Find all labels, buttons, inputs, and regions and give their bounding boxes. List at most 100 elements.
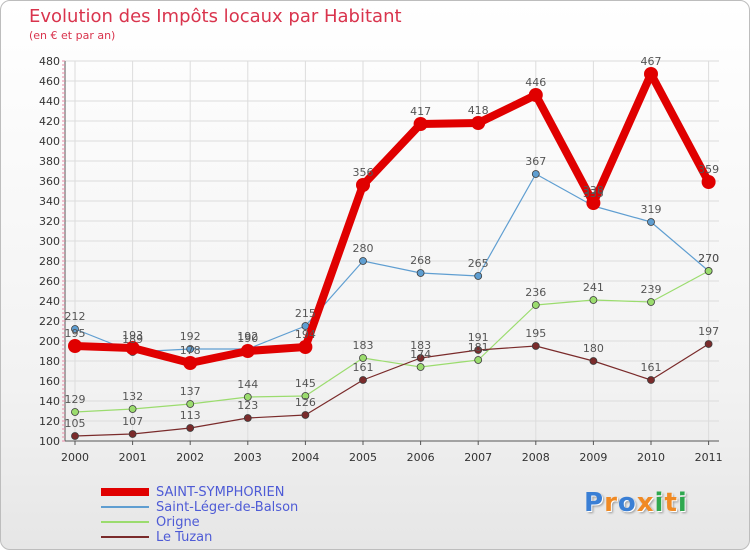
data-point <box>704 340 713 348</box>
data-point <box>183 356 198 370</box>
logo-letter: t <box>664 488 678 518</box>
y-tick-label: 340 <box>39 195 60 208</box>
y-tick-label: 160 <box>39 375 60 388</box>
y-tick-label: 240 <box>39 295 60 308</box>
data-label: 113 <box>180 409 201 422</box>
data-point <box>416 363 425 371</box>
y-tick-label: 280 <box>39 255 60 268</box>
data-label: 280 <box>353 242 374 255</box>
legend-label: Origne <box>156 515 200 530</box>
data-label: 107 <box>122 415 143 428</box>
series-line <box>74 343 710 437</box>
data-label: 195 <box>525 327 546 340</box>
x-tick-label: 2007 <box>464 451 492 464</box>
data-point <box>240 344 255 358</box>
data-label: 181 <box>468 341 489 354</box>
data-label: 338 <box>583 184 604 197</box>
proxiti-logo: Proxiti <box>584 488 688 518</box>
y-tick-label: 100 <box>39 435 60 448</box>
data-label: 197 <box>698 325 719 338</box>
data-label: 236 <box>525 286 546 299</box>
x-tick-label: 2006 <box>407 451 435 464</box>
data-label: 241 <box>583 281 604 294</box>
series-line <box>74 270 710 413</box>
data-point <box>186 400 195 408</box>
data-point <box>647 376 655 384</box>
data-point <box>359 354 367 362</box>
data-label: 239 <box>641 283 662 296</box>
x-tick-label: 2004 <box>291 451 319 464</box>
data-label: 367 <box>525 155 546 168</box>
data-point <box>701 175 716 189</box>
series-line <box>74 173 710 353</box>
x-tick-label: 2001 <box>119 451 147 464</box>
data-point <box>528 88 543 102</box>
x-tick-label: 2008 <box>522 451 550 464</box>
data-point <box>531 301 540 309</box>
data-label: 129 <box>65 393 86 406</box>
data-point <box>68 339 82 353</box>
data-label: 418 <box>468 104 489 117</box>
logo-letter: x <box>636 488 655 518</box>
y-tick-label: 380 <box>39 155 60 168</box>
data-label: 193 <box>122 329 143 342</box>
data-label: 359 <box>698 163 719 176</box>
data-label: 123 <box>237 399 258 412</box>
legend-swatch <box>101 521 149 523</box>
y-tick-label: 260 <box>39 275 60 288</box>
data-label: 190 <box>237 332 258 345</box>
y-tick-label: 360 <box>39 175 60 188</box>
data-point <box>474 272 483 280</box>
y-tick-label: 220 <box>39 315 60 328</box>
data-label: 144 <box>237 378 258 391</box>
y-tick-label: 440 <box>39 95 60 108</box>
data-label: 183 <box>410 339 431 352</box>
data-point <box>243 393 252 401</box>
data-point <box>704 267 713 275</box>
y-tick-label: 320 <box>39 215 60 228</box>
data-point <box>413 117 428 131</box>
data-point <box>359 376 367 384</box>
y-tick-label: 400 <box>39 135 60 148</box>
series-line <box>71 70 713 367</box>
data-point <box>359 257 367 265</box>
data-label: 105 <box>65 417 86 430</box>
data-point <box>128 405 137 413</box>
legend-swatch <box>101 506 149 508</box>
data-point <box>474 346 483 354</box>
data-label: 189 <box>122 333 143 346</box>
data-point <box>128 430 137 438</box>
data-label: 126 <box>295 396 316 409</box>
legend-swatch <box>101 488 149 496</box>
y-tick-label: 140 <box>39 395 60 408</box>
y-tick-label: 200 <box>39 335 60 348</box>
data-label: 174 <box>410 348 431 361</box>
data-point <box>301 411 310 419</box>
data-label: 145 <box>295 377 316 390</box>
data-point <box>471 116 486 130</box>
legend-label: Le Tuzan <box>156 530 213 545</box>
data-label: 161 <box>353 361 374 374</box>
data-point <box>586 196 601 210</box>
chart-subtitle: (en € et par an) <box>29 29 116 42</box>
data-point <box>71 408 79 416</box>
data-label: 132 <box>122 390 143 403</box>
data-label: 319 <box>641 203 662 216</box>
logo-letter: o <box>617 488 637 518</box>
data-point <box>531 170 540 178</box>
data-label: 212 <box>65 310 86 323</box>
logo-letter: r <box>604 488 618 518</box>
data-label: 195 <box>65 327 86 340</box>
data-point <box>589 357 598 365</box>
data-point <box>298 340 313 354</box>
data-point <box>301 392 310 400</box>
data-point <box>474 356 483 364</box>
data-label: 417 <box>410 105 431 118</box>
data-label: 268 <box>410 254 431 267</box>
y-tick-label: 420 <box>39 115 60 128</box>
y-tick-label: 180 <box>39 355 60 368</box>
data-label: 161 <box>641 361 662 374</box>
data-label: 178 <box>180 344 201 357</box>
logo-letter: i <box>677 488 688 518</box>
